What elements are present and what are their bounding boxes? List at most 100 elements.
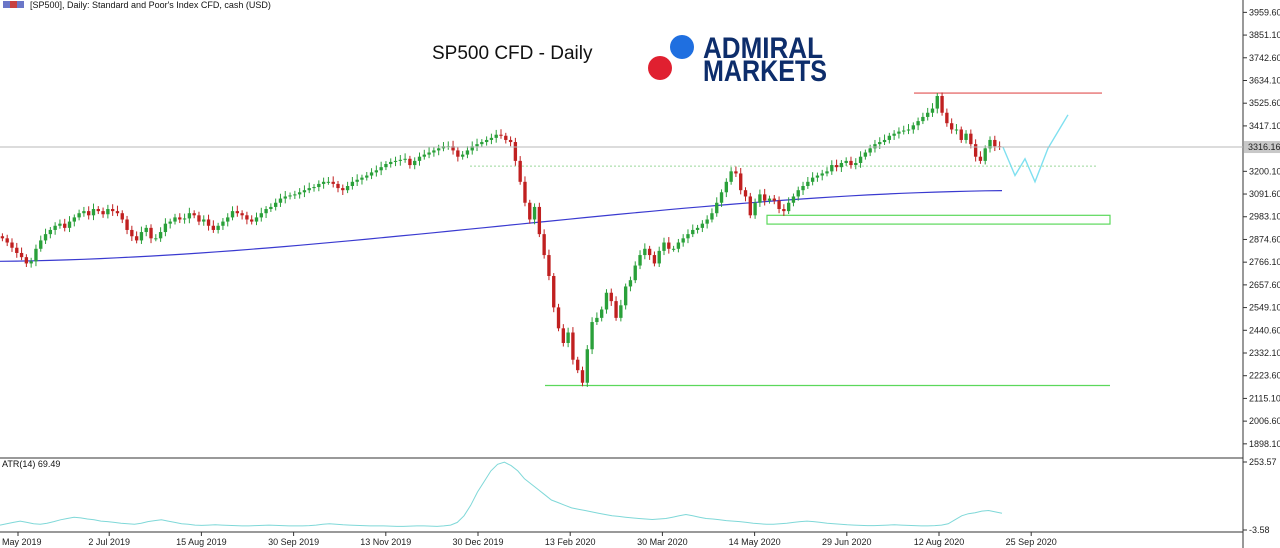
candle-body [758, 194, 762, 203]
forecast-layer [1002, 114, 1069, 184]
candle-body [302, 190, 307, 193]
candle-body [58, 223, 62, 226]
candle-body [719, 192, 724, 203]
candle-body [916, 121, 920, 126]
candle-body [715, 202, 719, 214]
candle-body [283, 196, 287, 199]
candle-body [993, 139, 997, 147]
candle-body [379, 167, 383, 171]
candle-body [858, 156, 863, 163]
candle-body [576, 359, 580, 371]
candle-body [389, 161, 393, 165]
candle-body [250, 219, 254, 222]
logo-blue-dot [670, 35, 694, 59]
atr-layer [0, 461, 1003, 527]
price-tick-label: 1898.10 [1249, 439, 1280, 449]
candle-body [29, 261, 33, 264]
candle-body [254, 217, 259, 222]
candle-body [422, 154, 426, 157]
symbol-label: [SP500], Daily: Standard and Poor's Inde… [30, 0, 271, 10]
candle-body [336, 183, 340, 189]
candle-body [959, 129, 963, 140]
candle-body [278, 198, 283, 203]
candle-body [5, 238, 9, 243]
candle-body [460, 154, 465, 157]
atr-line [0, 461, 1003, 527]
candle-body [786, 202, 791, 212]
candle-body [360, 177, 364, 180]
candle-body [173, 217, 177, 222]
date-tick-label: 13 Nov 2019 [360, 537, 411, 547]
candle-body [513, 142, 518, 161]
candle-body [206, 219, 211, 226]
candle-body [782, 209, 786, 212]
atr-label: ATR(14) 69.49 [2, 459, 60, 469]
candle-body [518, 160, 522, 182]
candle-body [566, 332, 570, 343]
candle-body [187, 213, 192, 219]
candle-body [671, 248, 676, 250]
candle-body [48, 229, 53, 235]
candle-body [628, 280, 633, 287]
candle-body [413, 160, 417, 166]
candle-body [897, 131, 901, 134]
candle-body [973, 144, 978, 157]
candle-body [326, 181, 331, 183]
candle-body [182, 218, 187, 220]
candle-body [949, 123, 954, 130]
candle-body [945, 112, 949, 124]
candle-body [456, 150, 460, 157]
candle-body [547, 255, 551, 276]
candle-body [10, 242, 14, 248]
candle-body [297, 192, 302, 195]
candle-body [595, 317, 599, 323]
candle-body [983, 148, 987, 161]
candle-body [264, 209, 268, 214]
candle-body [115, 211, 120, 214]
logo-red-dot [648, 56, 672, 80]
candle-body [619, 305, 623, 318]
candle-body [796, 190, 800, 197]
candle-body [724, 181, 729, 193]
candle-body [307, 188, 311, 191]
admiral-markets-logo: ADMIRAL MARKETS [648, 32, 827, 88]
date-tick-label: 30 Mar 2020 [637, 537, 688, 547]
candle-body [235, 211, 239, 214]
candle-body [849, 160, 853, 166]
candle-body [427, 152, 431, 155]
candle-body [571, 332, 575, 360]
candle-body [384, 164, 388, 168]
price-tick-label: 2874.60 [1249, 234, 1280, 244]
candle-body [700, 223, 705, 228]
candle-body [969, 133, 973, 145]
candle-body [647, 248, 652, 256]
candle-body [24, 257, 29, 264]
price-axis: 3959.60 3851.10 3742.60 3634.10 3525.60 3417.… [1243, 7, 1280, 449]
candle-body [63, 223, 67, 228]
candle-body [436, 148, 441, 151]
candle-body [954, 129, 959, 131]
candle-body [753, 202, 757, 216]
price-tick-label: 3525.60 [1249, 98, 1280, 108]
candle-body [580, 370, 585, 383]
chart-title: SP500 CFD - Daily [432, 43, 593, 64]
candle-body [168, 221, 172, 224]
date-tick-label: 7 May 2019 [0, 537, 42, 547]
price-tick-label: 3742.60 [1249, 53, 1280, 63]
candle-body [532, 206, 537, 220]
candle-body [662, 242, 666, 251]
date-tick-label: 12 Aug 2020 [914, 537, 965, 547]
candle-body [178, 217, 182, 220]
candle-body [523, 181, 527, 203]
candle-body [854, 162, 858, 166]
candle-body [130, 229, 134, 237]
candle-body [791, 196, 796, 203]
price-tick-label: 2332.10 [1249, 348, 1280, 358]
candle-body [801, 186, 805, 191]
candle-body [39, 240, 43, 249]
candle-body [676, 242, 681, 249]
candle-body [221, 221, 225, 226]
date-tick-label: 13 Feb 2020 [545, 537, 596, 547]
candle-body [892, 133, 896, 136]
candle-body [408, 158, 412, 166]
